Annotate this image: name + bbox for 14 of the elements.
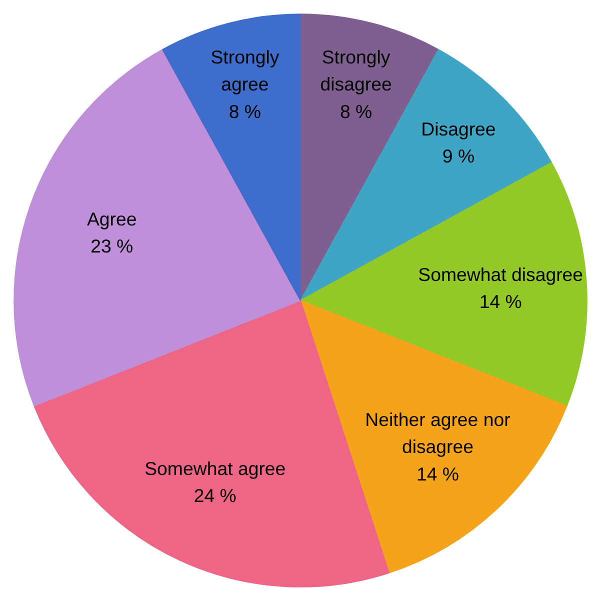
data-label: 24 % (194, 485, 236, 506)
slice-label: Disagree (421, 118, 496, 140)
data-label: 14 % (479, 291, 522, 312)
data-label: 14 % (416, 463, 460, 484)
slice-label: Strongly agree (210, 46, 280, 95)
slice-label: Neither agree nor disagree (365, 408, 510, 458)
data-label: 9 % (442, 146, 475, 167)
slice-label: Somewhat agree (144, 458, 286, 479)
slice-label: Somewhat disagree (418, 264, 584, 285)
slice-label: Strongly disagree (320, 46, 392, 95)
data-label: 8 % (228, 100, 262, 122)
data-label: 23 % (90, 236, 134, 257)
data-label: 8 % (340, 100, 372, 122)
slice-label: Agree (86, 208, 137, 230)
